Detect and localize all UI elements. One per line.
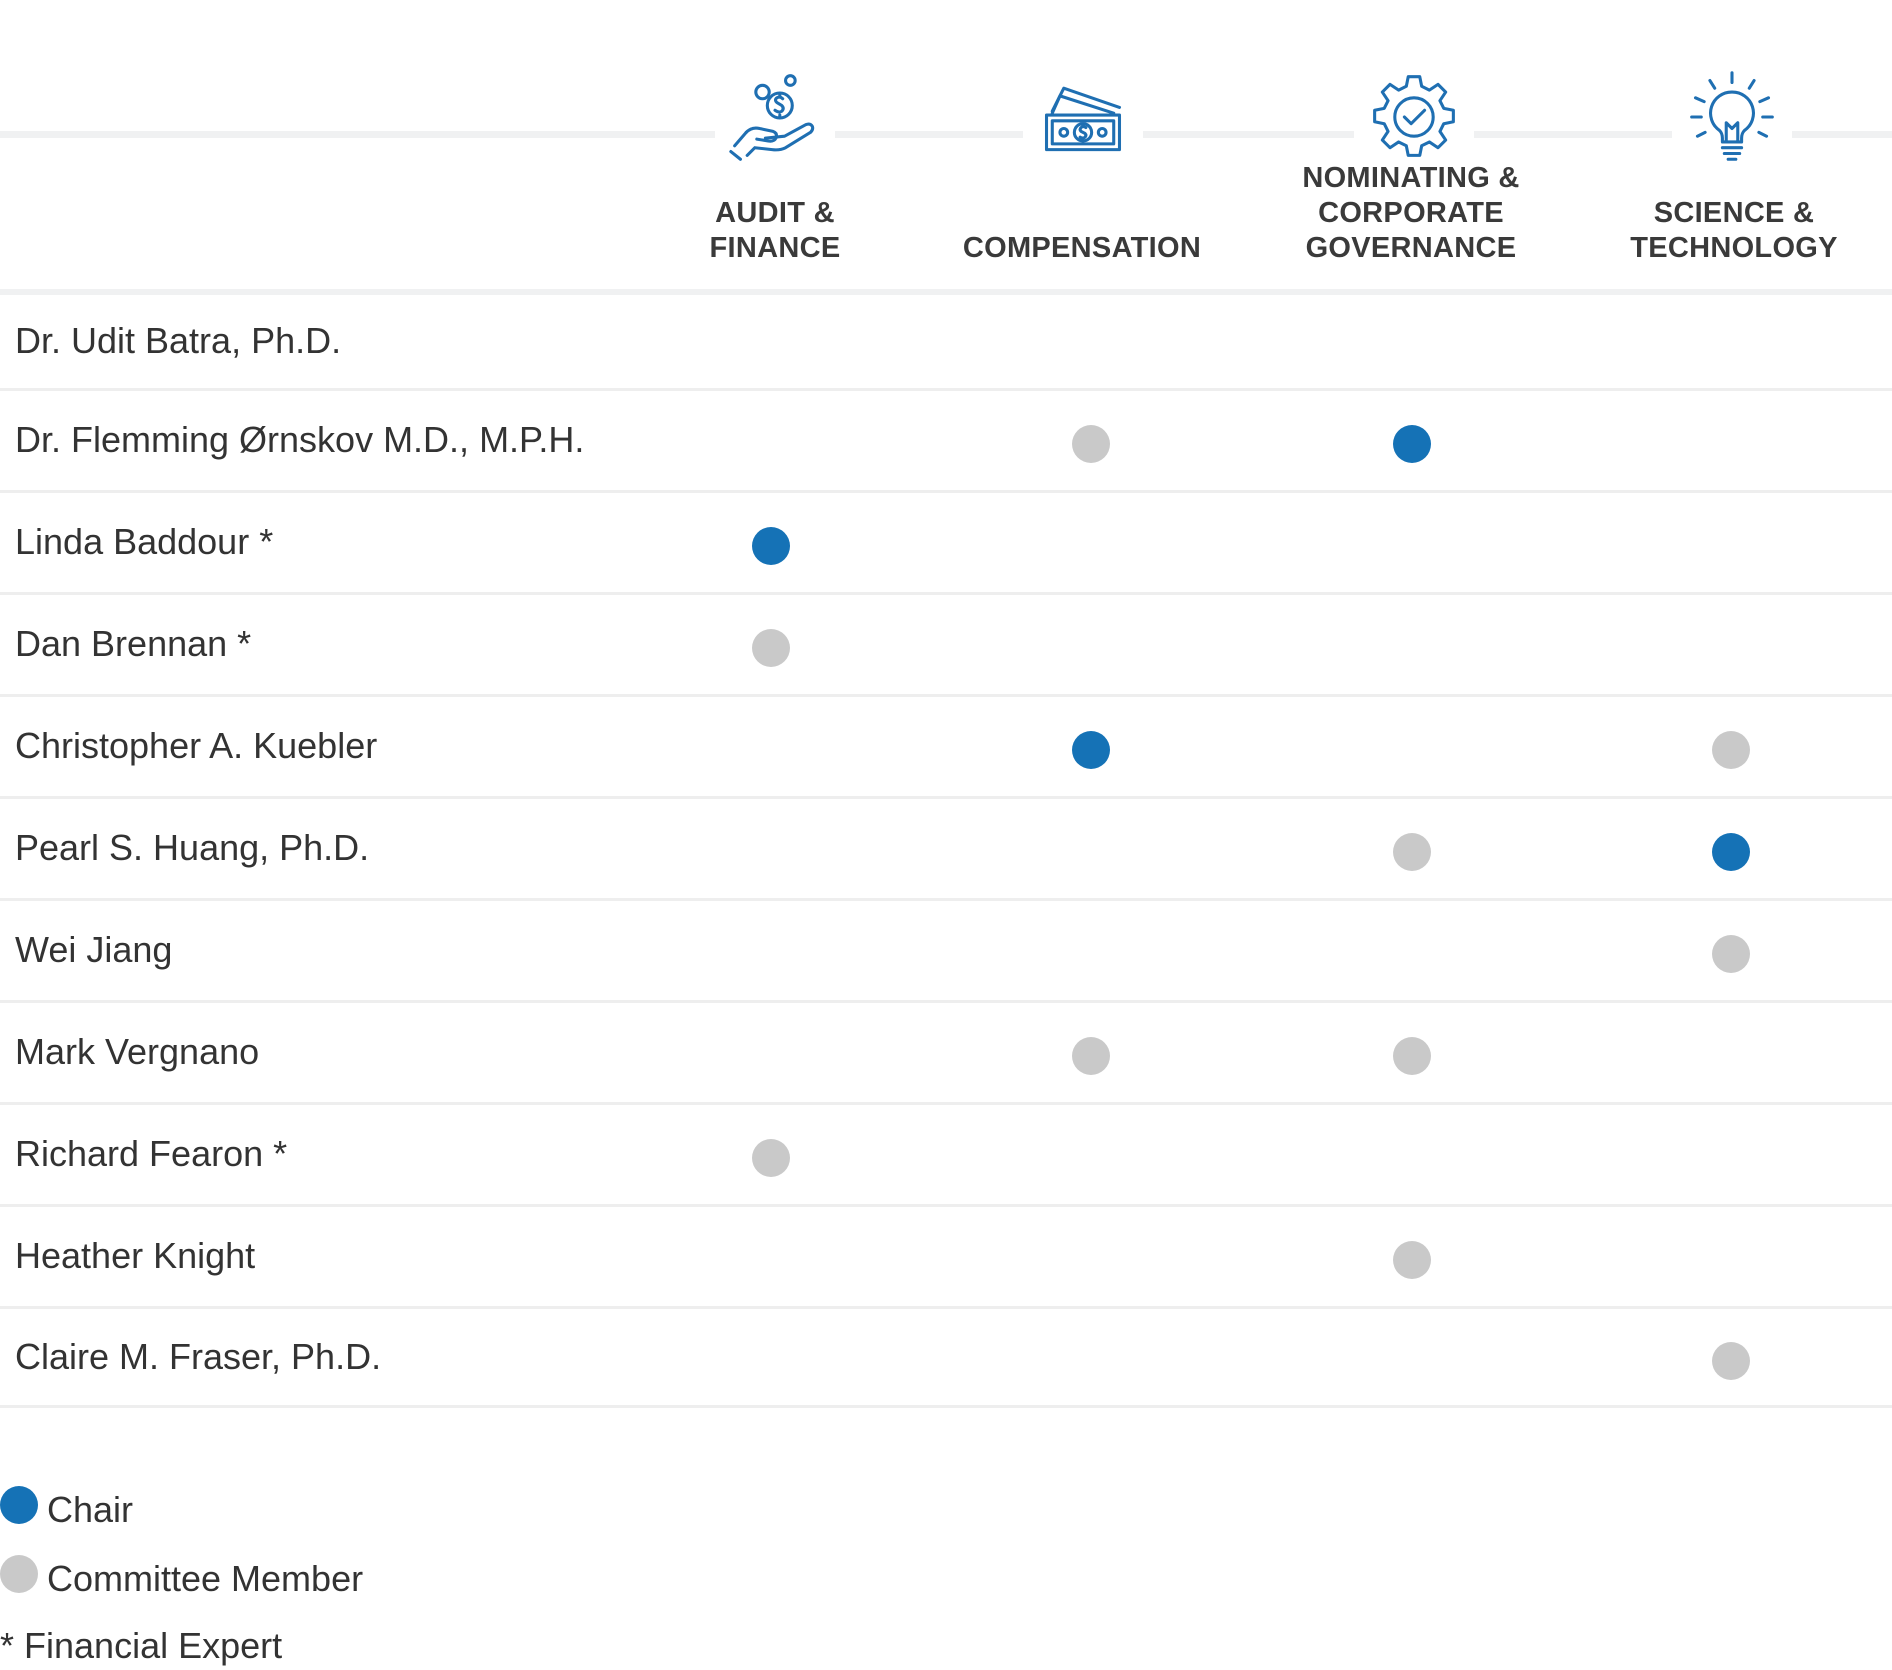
header-divider-bottom — [0, 289, 1892, 295]
table-row: Dr. Udit Batra, Ph.D. — [0, 295, 1892, 391]
hand-coin-icon — [729, 74, 815, 161]
member-name: Mark Vergnano — [15, 1031, 260, 1072]
member-name: Dr. Udit Batra, Ph.D. — [15, 320, 342, 361]
table-row: Dan Brennan * — [0, 595, 1892, 697]
member-name: Wei Jiang — [15, 929, 173, 970]
table-row: Richard Fearon * — [0, 1105, 1892, 1207]
member-name: Dr. Flemming Ørnskov M.D., M.P.H. — [15, 419, 585, 460]
member-dot — [1712, 935, 1750, 973]
table-row: Pearl S. Huang, Ph.D. — [0, 799, 1892, 901]
member-name: Heather Knight — [15, 1235, 256, 1276]
member-name: Dan Brennan * — [15, 623, 252, 664]
chair-dot — [1393, 425, 1431, 463]
audit-icon-box — [715, 62, 835, 172]
gear-check-icon — [1373, 75, 1455, 157]
member-name: Richard Fearon * — [15, 1133, 288, 1174]
col-head-audit: AUDIT & FINANCE — [709, 197, 841, 264]
table-row: Christopher A. Kuebler — [0, 697, 1892, 799]
table-row: Claire M. Fraser, Ph.D. — [0, 1309, 1892, 1408]
chair-dot — [1072, 731, 1110, 769]
header-divider-top — [0, 131, 1892, 138]
nominating-icon-box — [1354, 62, 1474, 172]
member-dot — [1393, 1037, 1431, 1075]
member-dot — [1393, 833, 1431, 871]
member-dot — [752, 629, 790, 667]
member-name: Christopher A. Kuebler — [15, 725, 378, 766]
col-head-nominating: NOMINATING & CORPORATE GOVERNANCE — [1302, 162, 1520, 264]
table-row: Wei Jiang — [0, 901, 1892, 1003]
compensation-icon-box — [1023, 62, 1143, 172]
table-row: Dr. Flemming Ørnskov M.D., M.P.H. — [0, 391, 1892, 493]
table-row: Heather Knight — [0, 1207, 1892, 1309]
table-row: Mark Vergnano — [0, 1003, 1892, 1105]
member-name: Claire M. Fraser, Ph.D. — [15, 1335, 382, 1377]
member-dot — [1393, 1241, 1431, 1279]
member-name: Pearl S. Huang, Ph.D. — [15, 827, 370, 868]
legend-expert-label: * Financial Expert — [0, 1625, 283, 1666]
member-dot — [752, 1139, 790, 1177]
col-head-compensation: COMPENSATION — [962, 232, 1202, 264]
lightbulb-icon — [1690, 71, 1774, 161]
legend-chair-dot — [0, 1486, 38, 1524]
member-dot — [1712, 1341, 1750, 1380]
member-dot — [1712, 731, 1750, 769]
table-row: Linda Baddour * — [0, 493, 1892, 595]
legend-member-label: Committee Member — [47, 1558, 364, 1599]
chair-dot — [752, 527, 790, 565]
chair-dot — [1712, 833, 1750, 871]
col-head-science: SCIENCE & TECHNOLOGY — [1630, 197, 1838, 264]
legend-chair-label: Chair — [47, 1489, 134, 1530]
legend-member-dot — [0, 1555, 38, 1593]
money-stack-icon — [1044, 86, 1122, 152]
member-dot — [1072, 1037, 1110, 1075]
science-icon-box — [1672, 62, 1792, 172]
member-dot — [1072, 425, 1110, 463]
member-name: Linda Baddour * — [15, 521, 274, 562]
